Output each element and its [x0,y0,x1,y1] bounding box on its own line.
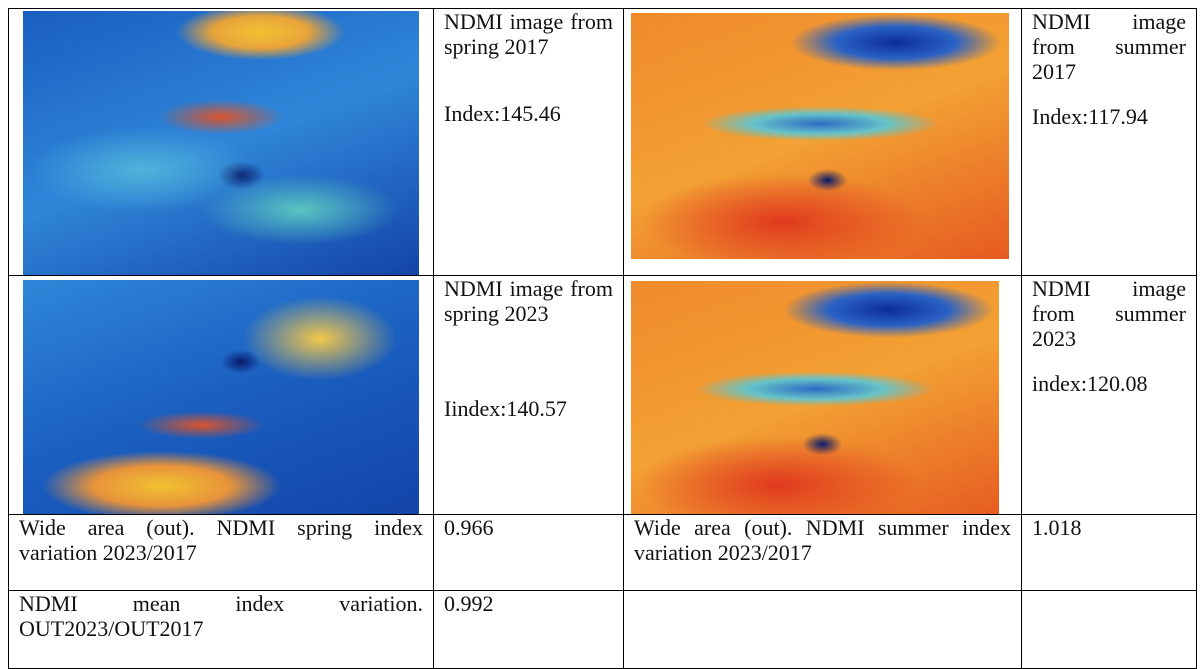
index-label: Iindex:140.57 [444,396,567,421]
caption: NDMI image from spring 2023 [444,276,613,327]
image-cell [623,275,1022,515]
table-row: Wide area (out). NDMI spring index varia… [8,514,1197,591]
results-table: NDMI image from spring 2017 Index:145.46 … [8,8,1197,669]
table-cell [1021,590,1197,669]
table-cell: 1.018 [1021,514,1197,591]
caption: NDMI image from spring 2017 [444,9,613,60]
table-cell [623,590,1022,669]
table-row: NDMI image from spring 2017 Index:145.46 … [8,8,1197,276]
table-row: NDMI mean index variation. OUT2023/OUT20… [8,590,1197,669]
caption: NDMI image from summer 2023 [1032,276,1186,352]
image-cell [8,8,434,276]
caption: NDMI image from summer 2017 [1032,9,1186,85]
table-cell: Wide area (out). NDMI summer index varia… [623,514,1022,591]
ndmi-image [23,280,419,514]
ndmi-image [23,11,419,275]
image-cell [623,8,1022,276]
caption-cell: NDMI image from summer 2023 index:120.08 [1021,275,1197,515]
caption-cell: NDMI image from spring 2023 Iindex:140.57 [433,275,624,515]
ndmi-image [631,281,999,514]
ndmi-image [631,13,1009,259]
table-row: NDMI image from spring 2023 Iindex:140.57… [8,275,1197,515]
index-label: Index:117.94 [1032,104,1148,129]
caption-cell: NDMI image from summer 2017 Index:117.94 [1021,8,1197,276]
table-cell: 0.992 [433,590,624,669]
index-label: index:120.08 [1032,371,1148,396]
image-cell [8,275,434,515]
index-label: Index:145.46 [444,101,561,126]
table-cell: 0.966 [433,514,624,591]
caption-cell: NDMI image from spring 2017 Index:145.46 [433,8,624,276]
table-cell: NDMI mean index variation. OUT2023/OUT20… [8,590,434,669]
table-cell: Wide area (out). NDMI spring index varia… [8,514,434,591]
